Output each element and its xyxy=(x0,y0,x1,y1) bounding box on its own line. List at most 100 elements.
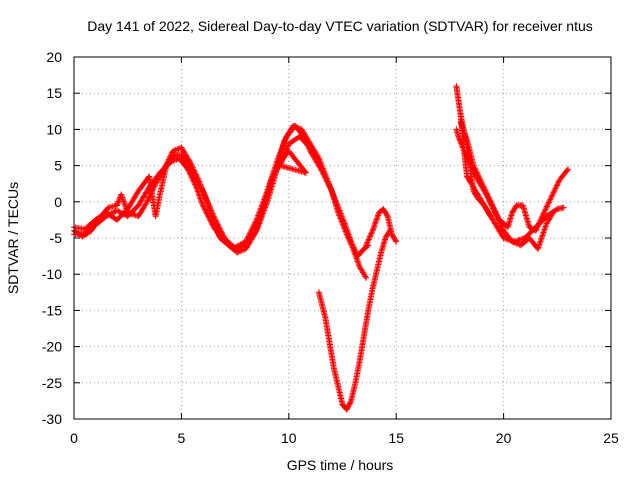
data-point xyxy=(483,190,490,197)
data-point xyxy=(476,175,483,182)
data-point xyxy=(527,224,534,231)
x-tick-label: 5 xyxy=(178,430,186,446)
data-point xyxy=(365,237,372,244)
data-point xyxy=(196,178,203,185)
data-point xyxy=(252,226,259,233)
data-point xyxy=(329,190,336,197)
data-point xyxy=(540,230,547,237)
data-point xyxy=(166,155,173,162)
data-point xyxy=(318,162,325,169)
data-point xyxy=(325,178,332,185)
data-point xyxy=(322,172,329,179)
data-point xyxy=(532,227,539,234)
data-point xyxy=(340,217,347,224)
data-point xyxy=(479,180,486,187)
data-point xyxy=(114,201,121,208)
data-point xyxy=(458,140,465,147)
data-point xyxy=(539,232,546,239)
data-point xyxy=(215,230,222,237)
data-point xyxy=(541,227,548,234)
data-point xyxy=(237,248,244,255)
data-point xyxy=(335,204,342,211)
data-point xyxy=(473,168,480,175)
data-point xyxy=(143,200,150,207)
data-point xyxy=(551,186,558,193)
data-point xyxy=(212,224,219,231)
data-point xyxy=(550,209,557,216)
data-point xyxy=(195,177,202,184)
data-point xyxy=(363,274,370,281)
data-points xyxy=(71,82,572,413)
data-point xyxy=(253,223,260,230)
data-point xyxy=(197,182,204,189)
axis-ticks: 0 5 10 15 20 25 20 15 10 5 0 -5 -10 -15 -20 -25 -30 xyxy=(42,49,619,446)
data-point xyxy=(338,213,345,220)
data-point xyxy=(186,157,193,164)
data-point xyxy=(351,247,358,254)
data-point xyxy=(337,208,344,215)
data-point xyxy=(347,399,354,406)
y-tick-label: -15 xyxy=(42,302,62,318)
data-point xyxy=(547,195,554,202)
data-point xyxy=(272,168,279,175)
data-point xyxy=(542,223,549,230)
y-tick-label: 15 xyxy=(46,85,62,101)
data-point xyxy=(526,224,533,231)
data-point xyxy=(161,166,168,173)
data-point xyxy=(326,182,333,189)
data-point xyxy=(187,160,194,167)
y-tick-label: -30 xyxy=(42,411,62,427)
data-point xyxy=(292,123,299,130)
y-axis-label: SDTVAR / TECUs xyxy=(5,182,21,294)
data-point xyxy=(235,248,242,255)
data-point xyxy=(538,214,545,221)
data-point xyxy=(475,173,482,180)
data-point xyxy=(335,206,342,213)
data-point xyxy=(331,195,338,202)
data-point xyxy=(480,183,487,190)
data-point xyxy=(350,244,357,251)
data-point xyxy=(348,238,355,245)
chart-title: Day 141 of 2022, Sidereal Day-to-day VTE… xyxy=(87,18,593,34)
data-point xyxy=(543,204,550,211)
data-point xyxy=(364,239,371,246)
data-point xyxy=(210,220,217,227)
data-point xyxy=(487,213,494,220)
data-point xyxy=(273,165,280,172)
data-point xyxy=(539,213,546,220)
data-point xyxy=(201,193,208,200)
data-point xyxy=(362,273,369,280)
data-point xyxy=(543,203,550,210)
data-point xyxy=(537,238,544,245)
data-point xyxy=(543,222,550,229)
data-point xyxy=(487,197,494,204)
data-point xyxy=(321,169,328,176)
data-point xyxy=(491,205,498,212)
data-point xyxy=(279,156,286,163)
data-point xyxy=(368,229,375,236)
data-point xyxy=(542,206,549,213)
y-tick-label: -25 xyxy=(42,375,62,391)
data-point xyxy=(149,186,156,193)
data-point xyxy=(151,182,158,189)
data-point xyxy=(165,156,172,163)
data-point xyxy=(277,162,284,169)
data-point xyxy=(472,166,479,173)
data-point xyxy=(282,149,289,156)
data-point xyxy=(324,177,331,184)
data-point xyxy=(363,240,370,247)
data-point xyxy=(317,158,324,165)
data-point xyxy=(281,152,288,159)
data-point xyxy=(367,232,374,239)
data-point xyxy=(197,181,204,188)
data-point xyxy=(151,183,158,190)
data-point xyxy=(546,197,553,204)
data-point xyxy=(269,175,276,182)
data-point xyxy=(348,240,355,247)
data-point xyxy=(499,224,506,231)
x-tick-label: 10 xyxy=(281,430,297,446)
data-point xyxy=(551,188,558,195)
data-point xyxy=(253,225,260,232)
data-point xyxy=(534,223,541,230)
